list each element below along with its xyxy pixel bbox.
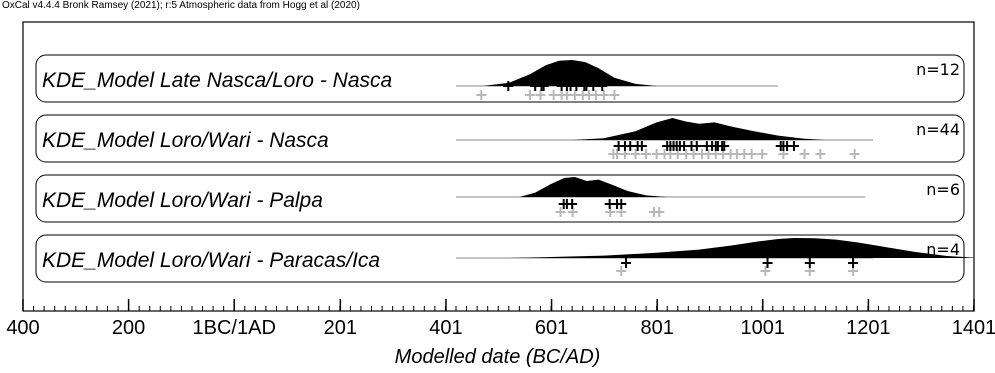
x-tick-label: 1401 [952, 317, 995, 339]
series-label: KDE_Model Loro/Wari - Palpa [42, 189, 323, 212]
series-box [35, 114, 965, 163]
x-tick-label: 601 [535, 317, 568, 339]
density-curve [508, 238, 974, 258]
series-count: n=12 [916, 60, 960, 79]
x-tick-label: 200 [112, 317, 145, 339]
series-box [35, 234, 965, 283]
x-tick-label: 801 [640, 317, 673, 339]
series-box [35, 54, 965, 103]
x-tick-label: 401 [429, 317, 462, 339]
series-count: n=4 [926, 240, 960, 259]
software-credit: OxCal v4.4.4 Bronk Ramsey (2021); r:5 At… [2, 0, 360, 11]
series-label: KDE_Model Loro/Wari - Paracas/Ica [42, 249, 380, 272]
density-curve [572, 118, 826, 140]
x-tick-label: 1BC/1AD [193, 317, 276, 339]
x-tick-label: 201 [324, 317, 357, 339]
series-count: n=6 [926, 180, 960, 199]
density-curve [482, 60, 657, 86]
x-axis-label: Modelled date (BC/AD) [394, 346, 601, 368]
series-count: n=44 [916, 120, 960, 139]
series-box [35, 174, 965, 223]
x-tick-label: 400 [6, 317, 39, 339]
density-curve [519, 177, 668, 197]
series-label: KDE_Model Loro/Wari - Nasca [42, 129, 329, 152]
series-label: KDE_Model Late Nasca/Loro - Nasca [42, 69, 392, 92]
x-tick-label: 1001 [741, 317, 786, 339]
x-tick-label: 1201 [846, 317, 891, 339]
